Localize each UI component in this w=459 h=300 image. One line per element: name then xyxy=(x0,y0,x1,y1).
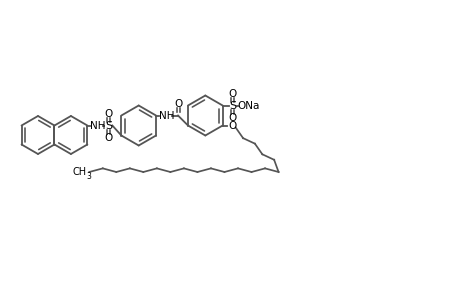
Text: CH: CH xyxy=(72,167,86,177)
Text: NH: NH xyxy=(159,110,174,121)
Text: S: S xyxy=(229,100,235,110)
Text: ONa: ONa xyxy=(237,100,259,110)
Text: O: O xyxy=(228,121,236,130)
Text: 3: 3 xyxy=(86,172,91,181)
Text: O: O xyxy=(228,112,236,122)
Text: S: S xyxy=(105,121,112,130)
Text: O: O xyxy=(104,133,112,142)
Text: NH: NH xyxy=(90,121,106,130)
Text: O: O xyxy=(228,88,236,98)
Text: O: O xyxy=(104,109,112,118)
Text: O: O xyxy=(174,98,182,109)
